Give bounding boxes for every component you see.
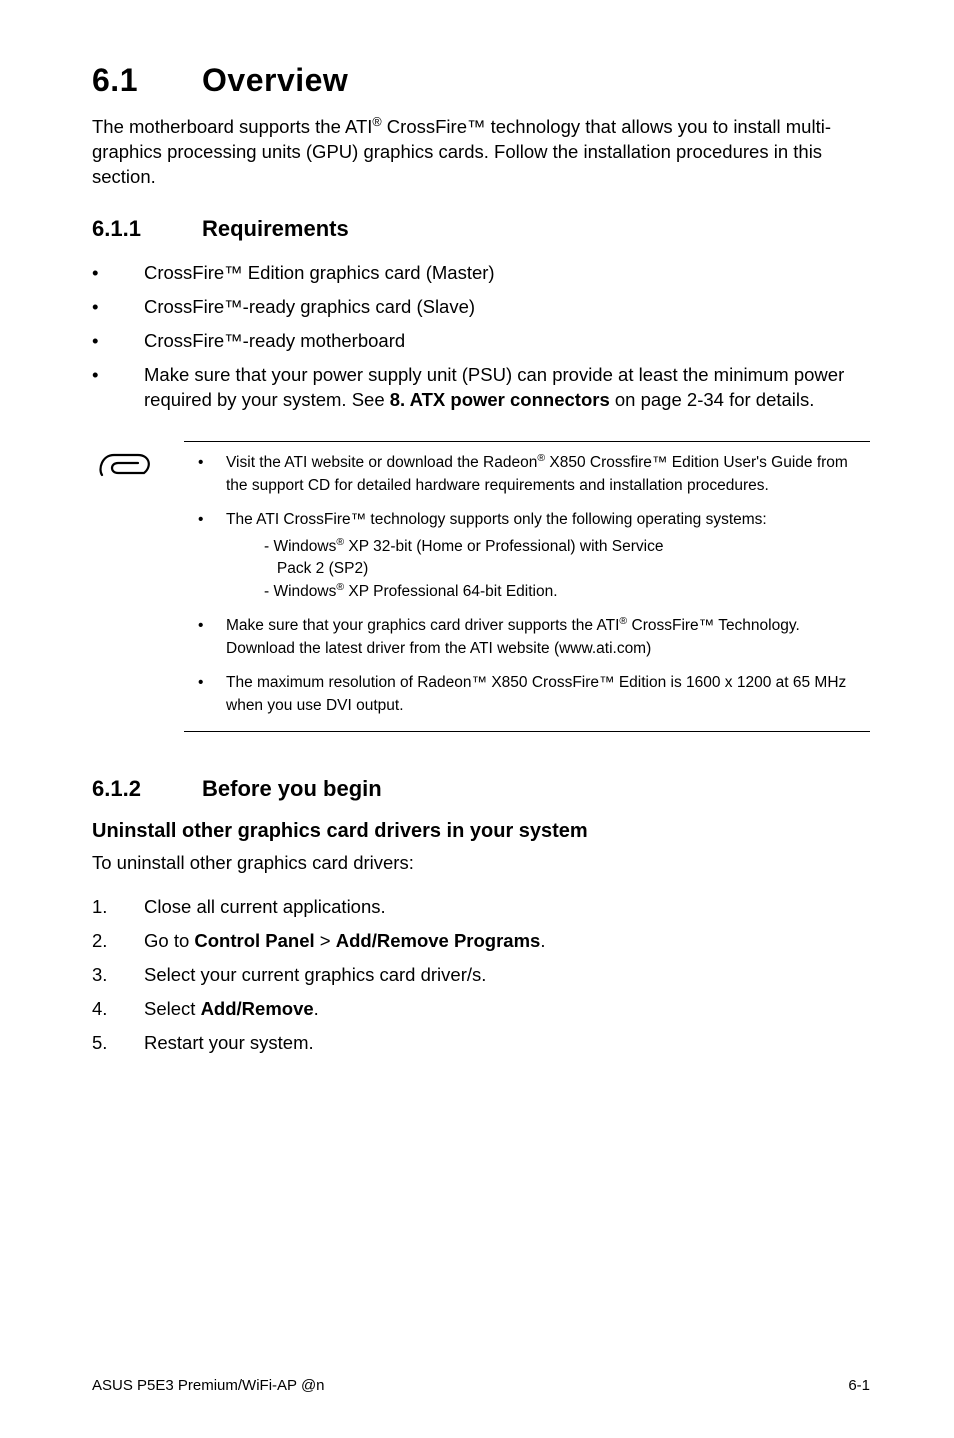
note-list: • Visit the ATI website or download the … <box>184 452 870 717</box>
text-bold: Add/Remove <box>201 998 314 1019</box>
registered-mark: ® <box>336 581 344 593</box>
list-item: •CrossFire™ Edition graphics card (Maste… <box>92 260 870 286</box>
bullet-marker: • <box>184 672 226 717</box>
list-item: •CrossFire™-ready motherboard <box>92 328 870 354</box>
text-segment: Pack 2 (SP2) <box>264 560 368 577</box>
text-segment: Visit the ATI website or download the Ra… <box>226 454 537 471</box>
step-item: 4. Select Add/Remove. <box>92 996 870 1022</box>
requirements-list: •CrossFire™ Edition graphics card (Maste… <box>92 260 870 413</box>
step-item: 5.Restart your system. <box>92 1030 870 1056</box>
step-number: 5. <box>92 1030 144 1056</box>
step-text: Select your current graphics card driver… <box>144 962 486 988</box>
note-item: • Visit the ATI website or download the … <box>184 452 870 497</box>
step-item: 3.Select your current graphics card driv… <box>92 962 870 988</box>
text-segment: Go to <box>144 930 194 951</box>
note-sublist: - Windows® XP 32-bit (Home or Profession… <box>226 536 870 603</box>
note-text: The maximum resolution of Radeon™ X850 C… <box>226 672 870 717</box>
note-subitem: - Windows® XP Professional 64-bit Editio… <box>264 581 870 603</box>
step-number: 4. <box>92 996 144 1022</box>
text-segment: . <box>314 998 319 1019</box>
step-item: 1.Close all current applications. <box>92 894 870 920</box>
intro-text-a: The motherboard supports the ATI <box>92 116 372 137</box>
note-item: • The ATI CrossFire™ technology supports… <box>184 509 870 603</box>
text-bold: Control Panel <box>194 930 314 951</box>
step-number: 3. <box>92 962 144 988</box>
note-item: • Make sure that your graphics card driv… <box>184 615 870 660</box>
bullet-marker: • <box>92 260 144 286</box>
note-subitem: - Windows® XP 32-bit (Home or Profession… <box>264 536 870 558</box>
text-segment: . <box>540 930 545 951</box>
text-segment: Make sure that your graphics card driver… <box>226 617 619 634</box>
steps-list: 1.Close all current applications. 2. Go … <box>92 894 870 1055</box>
step-number: 1. <box>92 894 144 920</box>
list-item: •CrossFire™-ready graphics card (Slave) <box>92 294 870 320</box>
uninstall-lead: To uninstall other graphics card drivers… <box>92 851 870 876</box>
step-item: 2. Go to Control Panel > Add/Remove Prog… <box>92 928 870 954</box>
bullet-marker: • <box>184 615 226 660</box>
registered-mark: ® <box>537 452 545 464</box>
text-bold: Add/Remove Programs <box>336 930 541 951</box>
note-text: The ATI CrossFire™ technology supports o… <box>226 509 870 603</box>
bullet-marker: • <box>92 294 144 320</box>
text-segment: on page 2-34 for details. <box>610 389 815 410</box>
text-segment: > <box>315 930 336 951</box>
text-segment: XP Professional 64-bit Edition. <box>344 583 557 600</box>
step-text: Restart your system. <box>144 1030 314 1056</box>
subsection-before-begin: 6.1.2Before you begin <box>92 776 870 802</box>
text-segment: The ATI CrossFire™ technology supports o… <box>226 511 767 528</box>
page: 6.1Overview The motherboard supports the… <box>0 0 954 1438</box>
section-number: 6.1 <box>92 62 202 99</box>
list-item-text: Make sure that your power supply unit (P… <box>144 362 870 414</box>
bullet-marker: • <box>184 452 226 497</box>
section-heading: 6.1Overview <box>92 62 870 99</box>
note-text: Make sure that your graphics card driver… <box>226 615 870 660</box>
bullet-marker: • <box>92 328 144 354</box>
uninstall-heading: Uninstall other graphics card drivers in… <box>92 820 870 843</box>
step-text: Go to Control Panel > Add/Remove Program… <box>144 928 545 954</box>
page-footer: ASUS P5E3 Premium/WiFi-AP @n 6-1 <box>92 1377 870 1394</box>
list-item: • Make sure that your power supply unit … <box>92 362 870 414</box>
text-segment: Select <box>144 998 201 1019</box>
step-text: Select Add/Remove. <box>144 996 319 1022</box>
list-item-text: CrossFire™ Edition graphics card (Master… <box>144 260 495 286</box>
subsection-number: 6.1.1 <box>92 216 202 242</box>
note-content: • Visit the ATI website or download the … <box>184 441 870 732</box>
list-item-text: CrossFire™-ready motherboard <box>144 328 405 354</box>
note-text: Visit the ATI website or download the Ra… <box>226 452 870 497</box>
paperclip-icon <box>92 445 156 489</box>
note-item: • The maximum resolution of Radeon™ X850… <box>184 672 870 717</box>
footer-page-number: 6-1 <box>848 1377 870 1394</box>
section-title: Overview <box>202 62 348 98</box>
subsection-number: 6.1.2 <box>92 776 202 802</box>
registered-mark: ® <box>336 536 344 548</box>
note-icon-column <box>92 441 156 732</box>
registered-mark: ® <box>372 115 381 129</box>
note-block: • Visit the ATI website or download the … <box>92 441 870 732</box>
step-text: Close all current applications. <box>144 894 386 920</box>
subsection-requirements: 6.1.1Requirements <box>92 216 870 242</box>
bullet-marker: • <box>184 509 226 603</box>
footer-left: ASUS P5E3 Premium/WiFi-AP @n <box>92 1377 325 1394</box>
list-item-text: CrossFire™-ready graphics card (Slave) <box>144 294 475 320</box>
note-subitem: Pack 2 (SP2) <box>264 558 870 580</box>
text-segment: - Windows <box>264 538 336 555</box>
subsection-title: Requirements <box>202 216 349 241</box>
step-number: 2. <box>92 928 144 954</box>
text-segment: XP 32-bit (Home or Professional) with Se… <box>344 538 663 555</box>
subsection-title: Before you begin <box>202 776 382 801</box>
intro-paragraph: The motherboard supports the ATI® CrossF… <box>92 115 870 190</box>
text-segment: - Windows <box>264 583 336 600</box>
text-bold: 8. ATX power connectors <box>390 389 610 410</box>
bullet-marker: • <box>92 362 144 414</box>
